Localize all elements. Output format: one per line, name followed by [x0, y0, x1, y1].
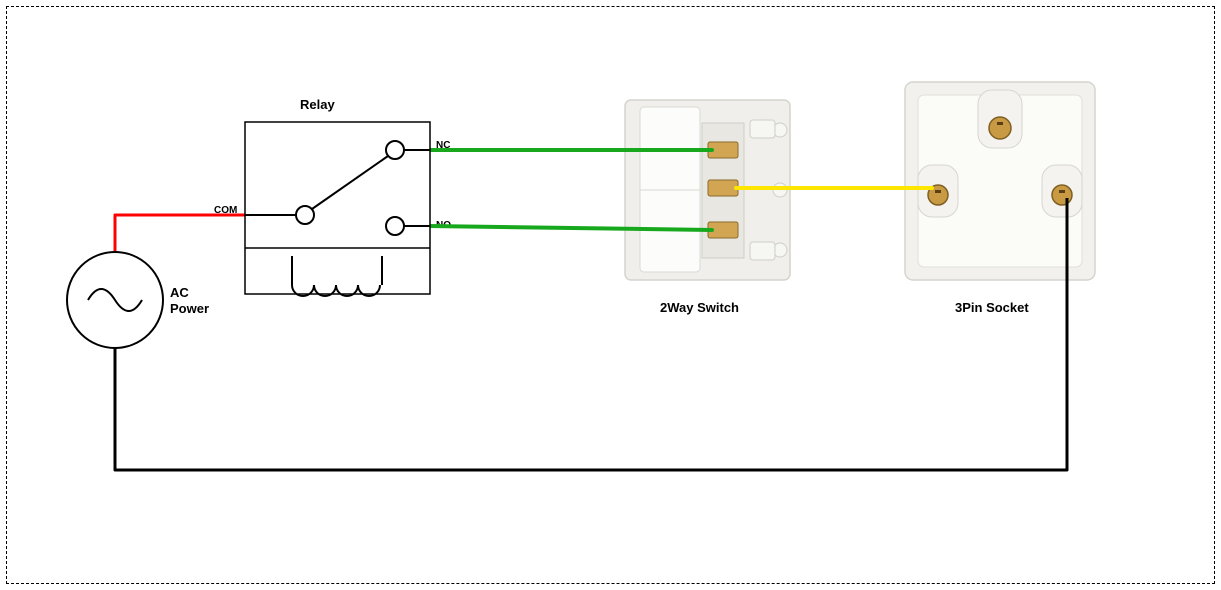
relay-no-contact	[386, 217, 404, 235]
wire-ac-to-com	[115, 215, 245, 252]
socket-left-pin	[918, 165, 958, 217]
diagram-canvas: Relay AC Power COM NC NO 2Way Switch 3Pi…	[0, 0, 1221, 590]
ac-source	[67, 252, 163, 348]
socket-right-pin	[1042, 165, 1082, 217]
relay-nc-contact	[386, 141, 404, 159]
schematic-svg	[0, 0, 1221, 590]
relay-com-contact	[296, 206, 314, 224]
socket-earth-pin	[978, 90, 1022, 148]
relay-component	[245, 122, 430, 296]
